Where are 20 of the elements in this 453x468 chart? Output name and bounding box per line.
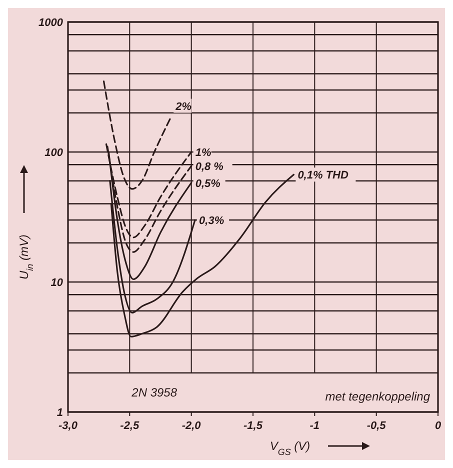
- y-tick-label: 100: [44, 147, 64, 159]
- y-tick-label: 10: [50, 277, 64, 289]
- series-label: 0,5%: [195, 178, 221, 190]
- x-tick-label: -1,5: [244, 420, 264, 432]
- x-tick-label: -2,5: [120, 420, 140, 432]
- x-tick-label: -2,0: [182, 420, 202, 432]
- series-label: 0,8 %: [195, 161, 224, 174]
- x-axis-title: V$_{GS}$ (V): [270, 439, 310, 457]
- x-tick-label: -1: [310, 420, 320, 432]
- x-tick-label: -3,0: [58, 420, 78, 432]
- series-label: 2%: [174, 100, 192, 113]
- annotation: met tegenkoppeling: [325, 389, 430, 404]
- x-tick-label: 0: [434, 420, 442, 432]
- series-label: 0,3%: [199, 214, 224, 227]
- y-tick-label: 1: [56, 407, 63, 419]
- x-tick-label: -0,5: [366, 420, 387, 432]
- series-label: 1%: [195, 147, 212, 159]
- series-label: 0,1% THD: [298, 170, 348, 182]
- annotation: 2N 3958: [130, 385, 178, 400]
- y-tick-label: 1000: [38, 17, 64, 29]
